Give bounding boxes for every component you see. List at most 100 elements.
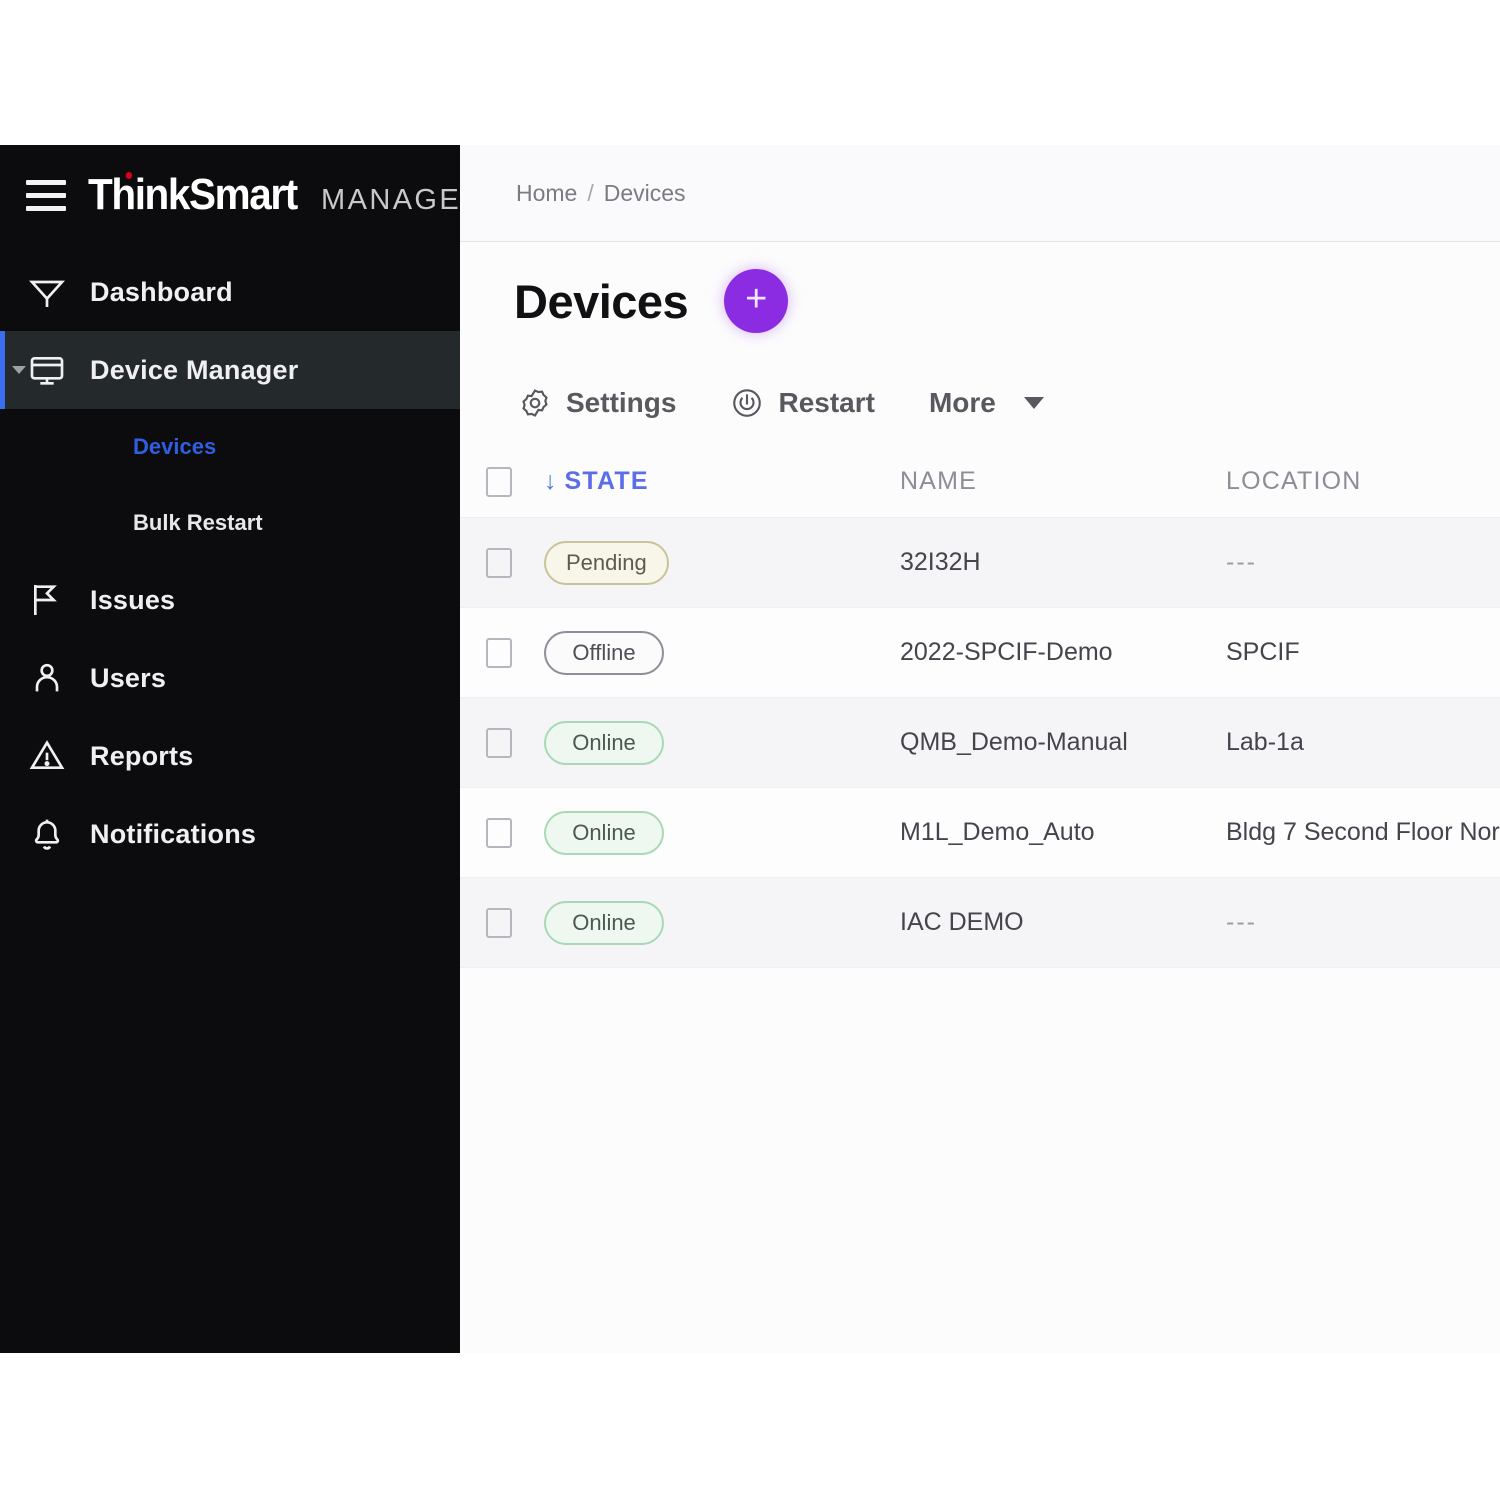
hamburger-icon[interactable] <box>26 177 66 213</box>
row-state-cell: Online <box>544 720 900 765</box>
device-location: --- <box>1226 908 1257 936</box>
select-all-cell <box>486 466 544 497</box>
row-checkbox[interactable] <box>486 547 512 578</box>
row-location-cell: Lab-1a <box>1226 728 1500 757</box>
status-badge: Offline <box>544 630 664 675</box>
sidebar: ThinkSmart MANAGER Dashboard <box>0 145 482 1353</box>
row-state-cell: Pending <box>544 540 900 585</box>
sidebar-item-label: Notifications <box>90 818 257 849</box>
sidebar-item-reports[interactable]: Reports <box>0 717 460 795</box>
settings-button[interactable]: Settings <box>518 386 676 420</box>
device-name: 32I32H <box>900 548 981 576</box>
device-name: M1L_Demo_Auto <box>900 818 1095 846</box>
more-label: More <box>928 387 996 418</box>
logo-dot-icon <box>125 172 133 179</box>
sidebar-item-notifications[interactable]: Notifications <box>0 795 460 873</box>
sidebar-subitem-bulk-restart[interactable]: Bulk Restart <box>0 485 460 561</box>
row-checkbox[interactable] <box>486 907 512 938</box>
row-location-cell: --- <box>1226 908 1500 937</box>
status-badge: Online <box>544 900 664 945</box>
page-title: Devices <box>514 274 689 328</box>
table-row[interactable]: Online IAC DEMO --- <box>460 878 1500 968</box>
row-location-cell: --- <box>1226 548 1500 577</box>
warning-triangle-icon <box>24 733 70 779</box>
row-checkbox[interactable] <box>486 727 512 758</box>
device-location: Bldg 7 Second Floor North <box>1226 818 1500 846</box>
device-name: IAC DEMO <box>900 908 1024 936</box>
device-name: 2022-SPCIF-Demo <box>900 638 1113 666</box>
row-checkbox[interactable] <box>486 817 512 848</box>
status-badge: Pending <box>544 540 669 585</box>
chevron-down-icon <box>12 366 26 374</box>
column-header-location[interactable]: LOCATION <box>1226 467 1500 496</box>
row-name-cell: 32I32H <box>900 548 1226 577</box>
sidebar-subitem-devices[interactable]: Devices <box>0 409 460 485</box>
status-badge: Online <box>544 810 664 855</box>
row-select-cell <box>486 637 544 668</box>
row-name-cell: 2022-SPCIF-Demo <box>900 638 1226 667</box>
device-name: QMB_Demo-Manual <box>900 728 1128 756</box>
column-header-location-label: LOCATION <box>1226 467 1362 495</box>
device-location: SPCIF <box>1226 638 1300 666</box>
row-location-cell: SPCIF <box>1226 638 1500 667</box>
row-state-cell: Online <box>544 810 900 855</box>
devices-table: ↓ STATE NAME LOCATION Pending 32I3 <box>460 446 1500 968</box>
chevron-down-icon <box>1023 397 1044 409</box>
sidebar-item-label: Device Manager <box>90 354 299 385</box>
table-row[interactable]: Pending 32I32H --- <box>460 518 1500 608</box>
sidebar-item-label: Dashboard <box>90 276 233 307</box>
sidebar-item-users[interactable]: Users <box>0 639 460 717</box>
device-location: --- <box>1226 548 1257 576</box>
sidebar-item-issues[interactable]: Issues <box>0 561 460 639</box>
device-location: Lab-1a <box>1226 728 1304 756</box>
table-row[interactable]: Online M1L_Demo_Auto Bldg 7 Second Floor… <box>460 788 1500 878</box>
breadcrumb-separator: / <box>587 179 594 206</box>
bell-icon <box>24 811 70 857</box>
row-state-cell: Offline <box>544 630 900 675</box>
add-device-button[interactable]: + <box>724 269 789 333</box>
settings-label: Settings <box>566 387 677 418</box>
page-header: Devices + <box>460 242 1500 360</box>
gear-icon <box>518 386 552 420</box>
dashboard-icon <box>24 269 70 315</box>
sidebar-nav: Dashboard Device Manager Devices Bulk Re… <box>0 253 460 873</box>
sidebar-item-label: Users <box>90 662 167 693</box>
table-row[interactable]: Offline 2022-SPCIF-Demo SPCIF <box>460 608 1500 698</box>
app-logo: ThinkSmart MANAGER <box>88 170 484 220</box>
breadcrumb-home[interactable]: Home <box>516 179 578 206</box>
action-toolbar: Settings Restart More <box>460 360 1500 446</box>
row-select-cell <box>486 547 544 578</box>
row-location-cell: Bldg 7 Second Floor North <box>1226 818 1500 847</box>
breadcrumb-current: Devices <box>603 179 686 206</box>
table-header-row: ↓ STATE NAME LOCATION <box>460 446 1500 518</box>
logo-manager: MANAGER <box>321 184 485 216</box>
column-header-state[interactable]: ↓ STATE <box>544 467 900 496</box>
column-header-state-label: STATE <box>564 467 649 495</box>
column-header-name[interactable]: NAME <box>900 467 1226 496</box>
status-badge: Online <box>544 720 664 765</box>
row-checkbox[interactable] <box>486 637 512 668</box>
sidebar-subitem-label: Bulk Restart <box>133 510 263 535</box>
restart-button[interactable]: Restart <box>730 386 875 420</box>
row-select-cell <box>486 907 544 938</box>
brand-row: ThinkSmart MANAGER <box>0 145 482 245</box>
sidebar-item-label: Issues <box>90 584 176 615</box>
sidebar-item-label: Reports <box>90 740 194 771</box>
app-window: ThinkSmart MANAGER Dashboard <box>0 145 1500 1353</box>
sidebar-item-dashboard[interactable]: Dashboard <box>0 253 460 331</box>
select-all-checkbox[interactable] <box>486 466 512 497</box>
logo-thinksmart: ThinkSmart <box>88 170 298 219</box>
row-name-cell: IAC DEMO <box>900 908 1226 937</box>
more-dropdown[interactable]: More <box>929 387 1044 419</box>
power-icon <box>730 386 764 420</box>
sort-descending-icon: ↓ <box>544 467 557 495</box>
sidebar-item-device-manager[interactable]: Device Manager <box>0 331 460 409</box>
main-content: Home / Devices Devices + Settings <box>460 145 1500 1353</box>
column-header-name-label: NAME <box>900 467 978 495</box>
flag-icon <box>24 577 70 623</box>
monitor-icon <box>24 347 70 393</box>
table-row[interactable]: Online QMB_Demo-Manual Lab-1a <box>460 698 1500 788</box>
row-name-cell: QMB_Demo-Manual <box>900 728 1226 757</box>
row-state-cell: Online <box>544 900 900 945</box>
plus-icon: + <box>745 278 768 320</box>
